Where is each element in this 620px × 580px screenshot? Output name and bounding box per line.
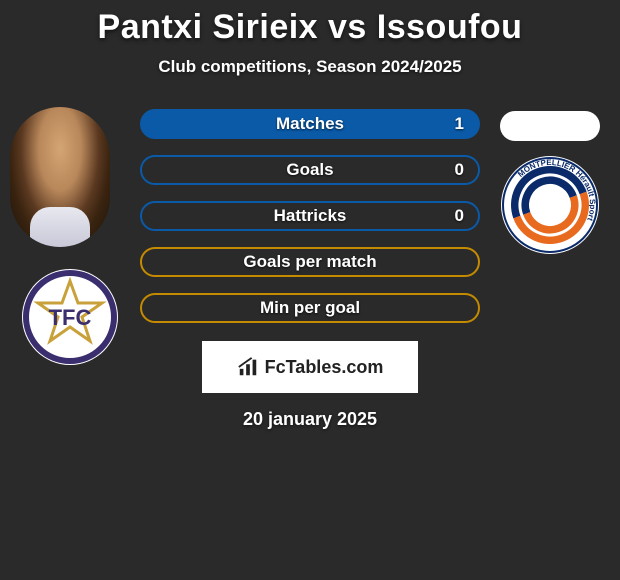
generation-date: 20 january 2025 <box>0 409 620 430</box>
stat-value-right: 0 <box>455 160 464 180</box>
page-title: Pantxi Sirieix vs Issoufou <box>0 0 620 47</box>
bar-chart-icon <box>237 356 259 378</box>
mhsc-year: 1974 <box>539 201 562 212</box>
club-badge-left: TFC <box>20 267 120 367</box>
tfc-initials: TFC <box>49 305 92 330</box>
stat-row-min-per-goal: Min per goal <box>140 293 480 323</box>
mhsc-badge-icon: MONTPELLIER Hérault Sport 1974 <box>500 155 600 255</box>
stat-value-right: 0 <box>455 206 464 226</box>
branding-badge[interactable]: FcTables.com <box>202 341 418 393</box>
stat-row-hattricks: Hattricks 0 <box>140 201 480 231</box>
stat-label: Goals per match <box>243 252 376 272</box>
player-photo-right-placeholder <box>500 111 600 141</box>
branding-label: FcTables.com <box>265 357 384 378</box>
stat-label: Hattricks <box>274 206 347 226</box>
stat-value-right: 1 <box>455 114 464 134</box>
tfc-badge-icon: TFC <box>20 267 120 367</box>
stat-row-goals-per-match: Goals per match <box>140 247 480 277</box>
stat-row-matches: Matches 1 <box>140 109 480 139</box>
stat-row-goals: Goals 0 <box>140 155 480 185</box>
club-badge-right: MONTPELLIER Hérault Sport 1974 <box>500 155 600 255</box>
stat-label: Min per goal <box>260 298 360 318</box>
stat-label: Goals <box>286 160 333 180</box>
stat-label: Matches <box>276 114 344 134</box>
stat-bars: Matches 1 Goals 0 Hattricks 0 Goals per match M… <box>140 107 480 323</box>
subtitle: Club competitions, Season 2024/2025 <box>0 57 620 77</box>
comparison-panel: TFC MONTPELLIER Hérault Sport 1974 Match… <box>0 107 620 323</box>
player-photo-left <box>10 107 110 247</box>
